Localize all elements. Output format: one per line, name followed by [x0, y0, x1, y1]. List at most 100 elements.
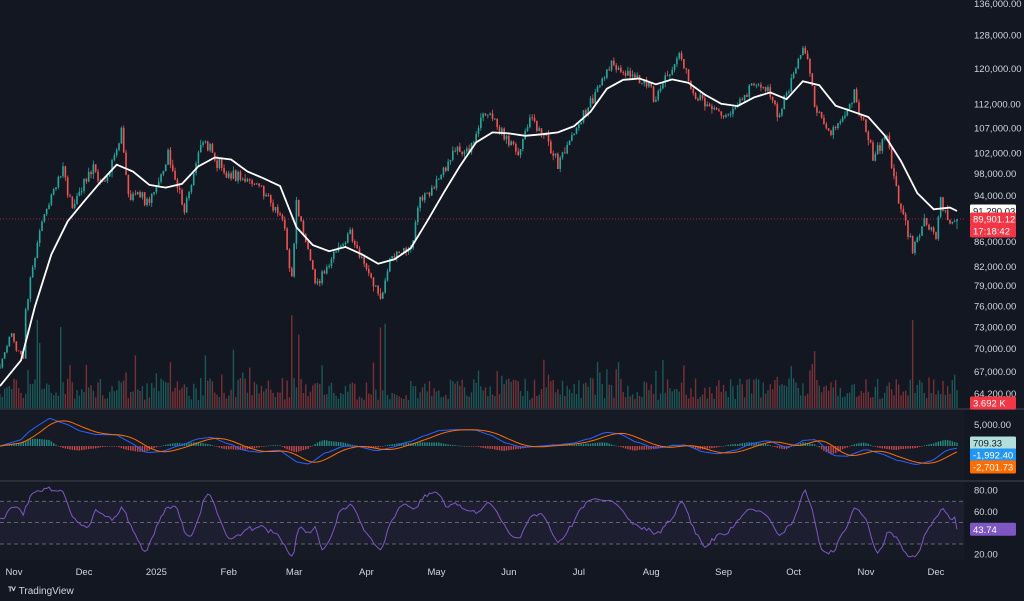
volume-bar: [935, 394, 937, 408]
macd-bar: [879, 446, 881, 448]
volume-bar: [734, 398, 736, 408]
candle: [820, 111, 823, 119]
volume-bar: [615, 369, 617, 408]
volume-bar: [750, 393, 753, 408]
macd-bar: [722, 445, 725, 447]
volume-bar: [477, 370, 480, 408]
volume-bar: [24, 393, 27, 408]
candle: [127, 174, 130, 198]
candle: [841, 115, 844, 123]
macd-bar: [279, 445, 281, 447]
volume-bar: [134, 355, 137, 408]
macd-bar: [218, 446, 221, 448]
candle: [732, 106, 734, 118]
volume-bar: [92, 390, 95, 408]
macd-bar: [944, 439, 947, 446]
macd-bar: [953, 442, 956, 446]
volume-bar: [568, 389, 571, 408]
candle: [150, 193, 153, 207]
volume-bar: [8, 386, 11, 408]
macd-bar: [202, 443, 204, 446]
candle: [113, 152, 116, 162]
macd-bar: [725, 445, 727, 446]
volume-bar: [778, 385, 781, 408]
candle: [641, 82, 643, 85]
candle: [564, 147, 566, 154]
volume-bar: [816, 379, 818, 408]
candle: [232, 166, 235, 180]
macd-bar: [195, 442, 197, 446]
candle: [167, 147, 169, 166]
candle: [55, 186, 57, 192]
candle: [554, 153, 557, 159]
macd-bar: [606, 442, 608, 446]
candle: [755, 83, 758, 89]
time-axis-label: Jul: [573, 567, 585, 578]
volume-bar: [421, 387, 424, 408]
volume-bar: [753, 379, 755, 408]
candle: [76, 193, 78, 205]
candle: [8, 336, 11, 347]
candle: [337, 242, 340, 253]
last-price-tag: 89,901.12: [970, 212, 1016, 226]
candle: [171, 159, 174, 173]
volume-bar: [211, 381, 214, 408]
rsi-pane[interactable]: [0, 482, 964, 560]
candle: [85, 178, 88, 185]
volume-bar: [468, 396, 470, 408]
candle: [515, 142, 517, 155]
macd-bar: [242, 446, 244, 451]
macd-bar: [281, 446, 284, 447]
candle: [391, 255, 393, 259]
macd-bar: [498, 446, 501, 451]
candle: [449, 159, 452, 165]
volume-bar: [916, 384, 919, 408]
volume-bar: [624, 397, 627, 408]
volume-bar: [545, 387, 547, 408]
candle: [571, 132, 573, 142]
macd-bar: [697, 446, 699, 450]
volume-bar: [799, 395, 802, 408]
macd-bar: [888, 446, 891, 450]
volume-bar: [855, 397, 858, 408]
volume-bar: [610, 385, 613, 408]
candle: [867, 130, 870, 146]
candle: [694, 92, 697, 100]
volume-bar: [80, 389, 83, 408]
macd-bar: [328, 440, 330, 446]
candle: [750, 83, 753, 86]
volume-bar: [795, 382, 797, 408]
candle: [813, 85, 816, 108]
price-axis-label: 98,000.00: [974, 169, 1016, 180]
candle: [90, 170, 92, 179]
volume-bar: [15, 379, 18, 408]
macd-bar: [844, 446, 846, 449]
volume-bar: [356, 399, 358, 408]
candle: [223, 164, 225, 175]
price-axis[interactable]: 136,000.00 128,000.00 120,000.00 112,000.00…: [974, 0, 1022, 400]
price-axis-label: 136,000.00: [974, 0, 1022, 10]
macd-bar: [799, 443, 802, 446]
volume-bar: [216, 394, 218, 408]
macd-bar: [909, 446, 912, 449]
time-axis[interactable]: Nov Dec 2025 Feb Mar Apr May Jun Jul Aug Sep Oct Nov…: [6, 567, 945, 578]
macd-bar: [307, 446, 309, 449]
volume-bar: [118, 380, 120, 408]
macd-bar: [613, 445, 615, 446]
candle: [771, 96, 774, 104]
tradingview-watermark: ᵀⱽ TradingView: [8, 586, 74, 597]
candle: [895, 171, 898, 187]
candle: [279, 211, 281, 216]
tradingview-logo-icon: ᵀⱽ: [8, 586, 16, 597]
candle: [951, 221, 954, 225]
macd-bar: [708, 446, 711, 449]
macd-bar: [419, 442, 421, 446]
candle: [834, 125, 837, 131]
candle: [526, 124, 529, 132]
brand-text: TradingView: [18, 586, 74, 597]
macd-bar: [186, 442, 188, 446]
candle: [890, 145, 893, 169]
volume-bar: [592, 378, 594, 408]
volume-bar: [419, 392, 421, 408]
